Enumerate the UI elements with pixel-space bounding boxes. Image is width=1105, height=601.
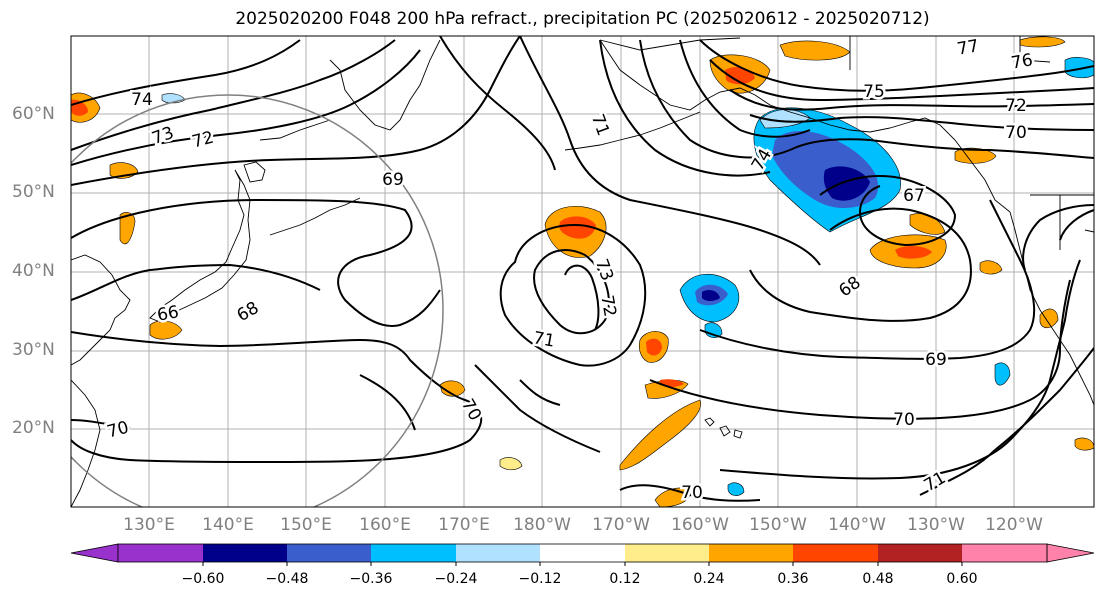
colorbar-tick-label: 0.36 <box>777 571 809 587</box>
colorbar-segment <box>625 544 709 562</box>
lon-label: 160°W <box>671 515 729 535</box>
lon-label: 150°W <box>749 515 807 535</box>
colorbar-arrow-left <box>70 543 119 563</box>
contour-label: 67 <box>903 186 925 206</box>
colorbar-tick-label: −0.48 <box>265 571 309 587</box>
lon-label: 170°W <box>592 515 650 535</box>
contour-label: 70 <box>1005 123 1027 143</box>
lon-label: 180°W <box>513 515 571 535</box>
domain-circle <box>71 94 444 507</box>
lat-label: 30°N <box>12 340 55 360</box>
contour-label: 69 <box>925 350 947 370</box>
contour-label: 77 <box>956 36 981 59</box>
colorbar-segment <box>456 544 540 562</box>
colorbar-tick-label: 0.24 <box>693 571 725 587</box>
lat-label: 60°N <box>12 104 55 124</box>
contour-label: 70 <box>893 410 915 430</box>
contour-label: 66 <box>156 302 181 325</box>
lon-label: 130°E <box>123 515 175 535</box>
colorbar-segment <box>962 544 1047 562</box>
colorbar-tick-label: −0.24 <box>434 571 478 587</box>
coastlines <box>71 36 1094 507</box>
colorbar-tick-label: 0.48 <box>862 571 894 587</box>
lon-label: 130°W <box>907 515 965 535</box>
precipitation-shading <box>71 36 1094 507</box>
colorbar-tick-label: 0.12 <box>609 571 641 587</box>
contour-label: 76 <box>1010 50 1035 73</box>
colorbar-tick-label: 0.60 <box>946 571 978 587</box>
lat-label: 40°N <box>12 261 55 281</box>
lon-label: 150°E <box>280 515 332 535</box>
contour-label: 70 <box>681 483 703 503</box>
colorbar-segment <box>793 544 878 562</box>
colorbar <box>70 543 1095 566</box>
lat-label: 20°N <box>12 418 55 438</box>
colorbar-segment <box>118 544 203 562</box>
graticule <box>71 36 1094 507</box>
contour-label: 72 <box>596 294 619 319</box>
colorbar-segment <box>540 544 625 562</box>
colorbar-tick-label: −0.12 <box>518 571 562 587</box>
colorbar-segment <box>203 544 287 562</box>
refractivity-contours <box>71 36 1094 502</box>
colorbar-segment <box>878 544 962 562</box>
contour-label: 75 <box>863 82 885 102</box>
colorbar-segment <box>287 544 371 562</box>
colorbar-tick-label: −0.36 <box>349 571 393 587</box>
contour-label: 69 <box>382 170 404 190</box>
lon-label: 170°E <box>438 515 490 535</box>
lon-label: 160°E <box>359 515 411 535</box>
contour-label: 74 <box>131 90 153 110</box>
lon-label: 120°W <box>985 515 1043 535</box>
lon-label: 140°W <box>828 515 886 535</box>
lat-label: 50°N <box>12 182 55 202</box>
colorbar-segment <box>709 544 793 562</box>
lon-label: 140°E <box>202 515 254 535</box>
colorbar-arrow-right <box>1046 543 1095 563</box>
colorbar-tick-label: −0.60 <box>181 571 225 587</box>
contour-label: 72 <box>1005 96 1027 116</box>
contour-label: 71 <box>532 328 557 351</box>
colorbar-segment <box>371 544 456 562</box>
map-title: 2025020200 F048 200 hPa refract., precip… <box>235 9 930 29</box>
colorbar-frame <box>117 543 1048 563</box>
map-frame <box>70 35 1095 508</box>
